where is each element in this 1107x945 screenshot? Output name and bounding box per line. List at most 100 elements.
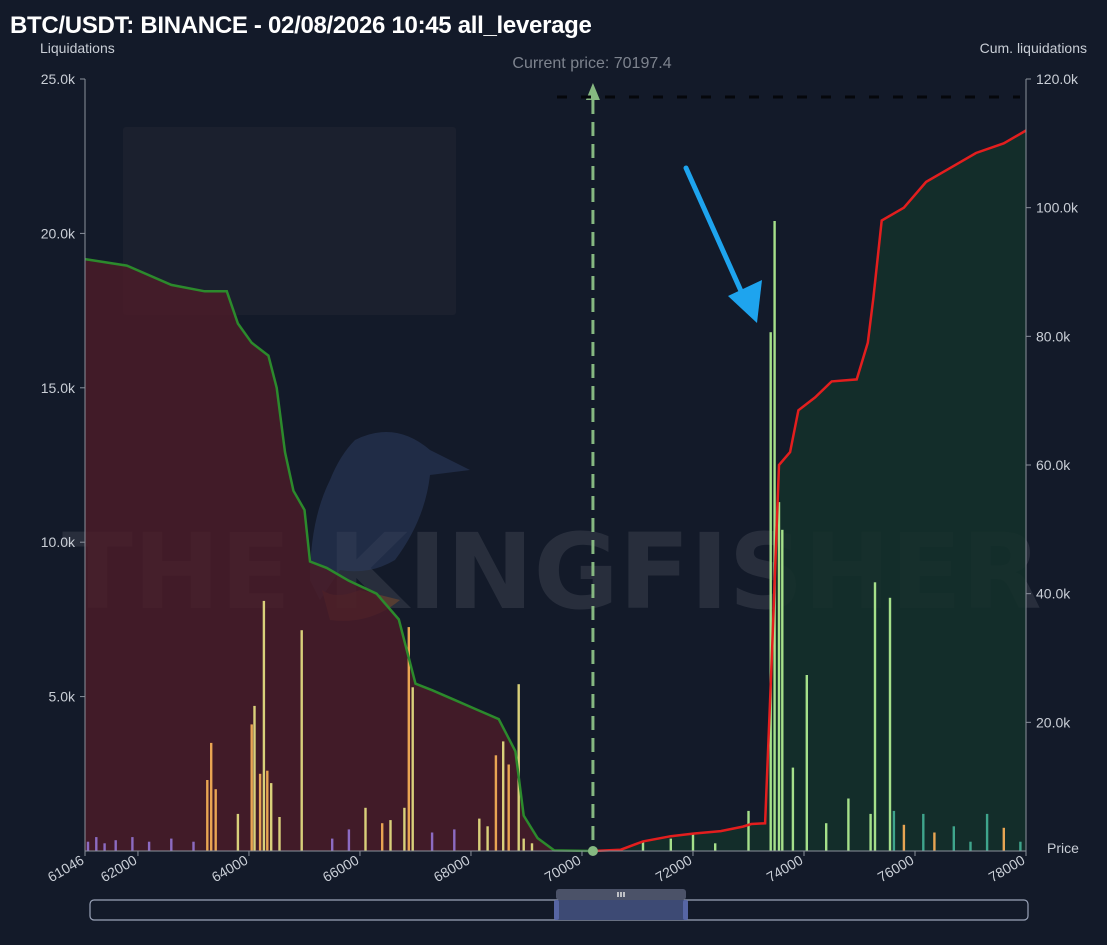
liquidation-bar bbox=[389, 820, 392, 851]
x-tick-label: 78000 bbox=[986, 852, 1028, 885]
liquidation-bar bbox=[114, 840, 117, 851]
x-ticks: 61046 62000 64000 66000 68000 70000 72000 74000… bbox=[45, 851, 1028, 885]
liquidation-bar bbox=[486, 826, 489, 851]
zoom-slider-window[interactable] bbox=[556, 900, 686, 920]
liquidation-bar bbox=[1002, 827, 1005, 851]
y-tick-label: 15.0k bbox=[41, 380, 76, 396]
liquidation-bar bbox=[147, 841, 151, 851]
y-axis-left-title: Liquidations bbox=[40, 40, 115, 56]
liquidation-bar bbox=[847, 798, 850, 851]
liquidation-bar bbox=[347, 829, 351, 851]
long-cumulative-area bbox=[85, 259, 593, 852]
liquidation-bar bbox=[1019, 841, 1022, 851]
liquidation-bar bbox=[669, 838, 672, 851]
x-tick-label: 76000 bbox=[875, 852, 917, 885]
chart-title: BTC/USDT: BINANCE - 02/08/2026 10:45 all… bbox=[10, 12, 592, 39]
liquidation-bar bbox=[494, 755, 498, 851]
liquidation-bar bbox=[192, 841, 195, 851]
liquidation-bar bbox=[985, 813, 989, 851]
zoom-slider-handle-left[interactable] bbox=[554, 900, 559, 920]
x-tick-label: 61046 bbox=[45, 852, 87, 885]
liquidation-bar bbox=[214, 789, 217, 851]
y-ticks-right: 20.0k 40.0k 60.0k 80.0k 100.0k 120.0k bbox=[1026, 71, 1079, 730]
current-price-dot bbox=[587, 846, 598, 856]
liquidation-bar bbox=[170, 838, 173, 851]
liquidation-bar bbox=[270, 783, 273, 851]
x-tick-label: 64000 bbox=[209, 852, 251, 885]
y2-tick-label: 100.0k bbox=[1036, 200, 1079, 216]
y-axis-right-title: Cum. liquidations bbox=[980, 40, 1087, 56]
liquidation-bar bbox=[969, 841, 972, 851]
liquidation-bar bbox=[210, 742, 213, 851]
x-tick-label: 68000 bbox=[431, 852, 473, 885]
liquidation-bar bbox=[825, 823, 828, 851]
liquidation-bar bbox=[714, 843, 717, 851]
liquidation-bar bbox=[641, 841, 645, 851]
y2-tick-label: 40.0k bbox=[1036, 586, 1071, 602]
liquidation-bar bbox=[206, 780, 209, 851]
grip-icon bbox=[617, 892, 625, 897]
liquidation-bar bbox=[522, 838, 525, 851]
liquidation-bar bbox=[952, 826, 955, 851]
current-price-label: Current price: 70197.4 bbox=[512, 55, 671, 72]
short-cumulative-area bbox=[592, 130, 1026, 851]
liquidation-bar bbox=[253, 705, 256, 851]
liquidation-bar bbox=[502, 741, 505, 851]
x-tick-label: 66000 bbox=[320, 852, 362, 885]
liquidation-bar bbox=[769, 332, 772, 851]
liquidation-bar bbox=[530, 843, 534, 851]
legend-box bbox=[123, 127, 456, 315]
x-tick-label: 72000 bbox=[653, 852, 695, 885]
liquidation-bar bbox=[805, 675, 808, 851]
liquidation-bar bbox=[364, 807, 367, 851]
y2-tick-label: 20.0k bbox=[1036, 714, 1071, 730]
y2-tick-label: 80.0k bbox=[1036, 328, 1071, 344]
liquidation-bar bbox=[278, 817, 281, 851]
y2-tick-label: 120.0k bbox=[1036, 71, 1079, 87]
liquidation-bar bbox=[250, 724, 253, 851]
y-tick-label: 10.0k bbox=[41, 534, 76, 550]
y-tick-label: 5.0k bbox=[49, 689, 76, 705]
liquidation-bar bbox=[381, 823, 384, 851]
liquidation-bar bbox=[478, 818, 481, 851]
long-cumulative-line bbox=[84, 257, 593, 853]
liquidation-bar bbox=[95, 837, 98, 851]
liquidation-bar bbox=[262, 600, 266, 851]
cumulative-areas bbox=[85, 130, 1026, 852]
short-cumulative-line bbox=[592, 129, 1027, 853]
liquidation-bar bbox=[407, 627, 410, 851]
zoom-slider-handle-right[interactable] bbox=[683, 900, 688, 920]
liquidation-bar bbox=[933, 832, 936, 851]
liquidation-bar bbox=[747, 810, 750, 851]
liquidation-bar bbox=[777, 502, 781, 851]
liquidation-bar bbox=[922, 813, 925, 851]
liquidation-bar bbox=[411, 687, 414, 851]
x-tick-label: 74000 bbox=[764, 852, 806, 885]
current-price-marker: Current price: 70197.4 bbox=[512, 55, 1020, 856]
zoom-slider[interactable] bbox=[89, 889, 1029, 921]
liquidation-bar bbox=[103, 843, 106, 851]
y-ticks-left: 5.0k 10.0k 15.0k 20.0k 25.0k bbox=[41, 71, 85, 705]
cumulative-lines bbox=[84, 129, 1027, 853]
liquidation-bar bbox=[403, 807, 406, 851]
x-tick-label: 70000 bbox=[542, 852, 584, 885]
x-tick-label: 62000 bbox=[98, 852, 140, 885]
x-axis-title: Price bbox=[1047, 840, 1079, 856]
liquidation-bar bbox=[888, 597, 892, 851]
liquidation-bar bbox=[300, 630, 303, 851]
liquidation-bar bbox=[892, 810, 896, 851]
liquidation-bar bbox=[869, 813, 872, 851]
liquidation-bar bbox=[781, 529, 784, 851]
liquidation-bar bbox=[266, 770, 269, 851]
liquidation-bar bbox=[430, 832, 434, 851]
liquidation-bar bbox=[236, 813, 240, 851]
liquidation-bar bbox=[873, 582, 877, 851]
liquidation-bar bbox=[507, 764, 510, 851]
liquidation-bar bbox=[791, 767, 795, 851]
liquidation-bars bbox=[86, 221, 1022, 851]
annotation-arrow-icon bbox=[683, 165, 762, 323]
liquidation-bar bbox=[331, 838, 334, 851]
liquidation-bar bbox=[902, 824, 906, 851]
liquidation-bar bbox=[86, 841, 90, 851]
